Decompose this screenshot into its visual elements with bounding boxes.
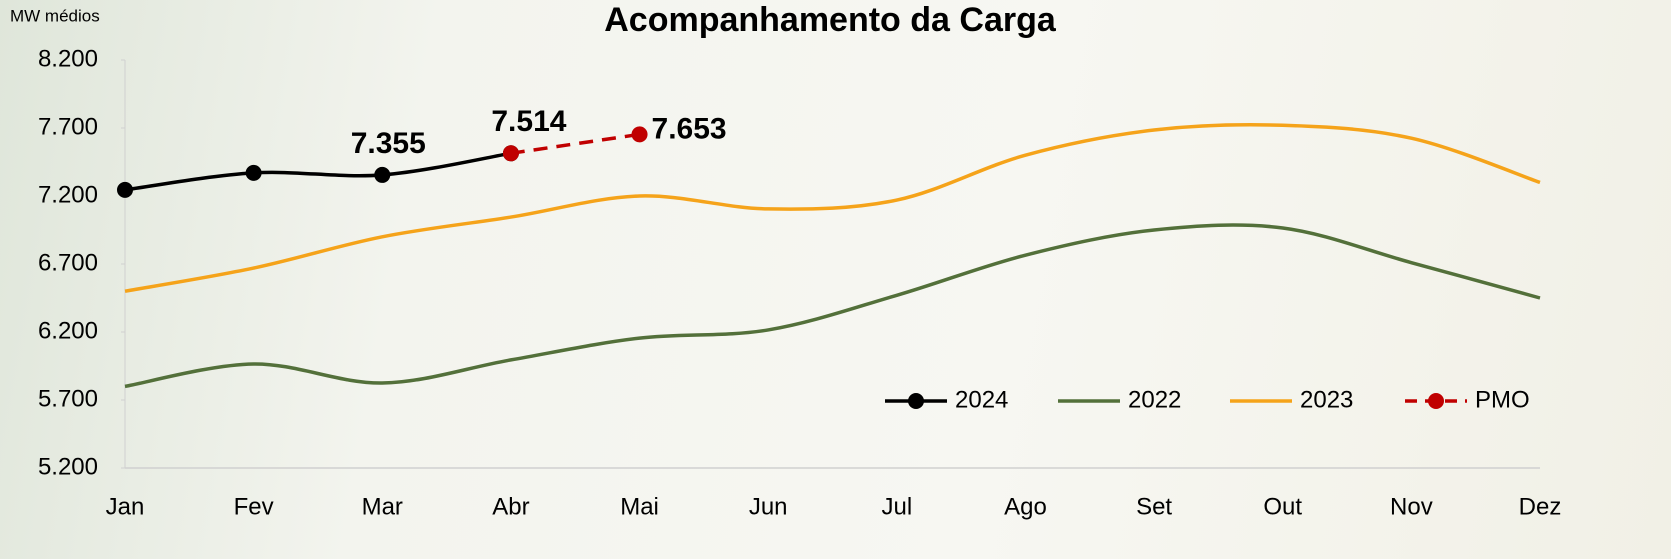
series-line [125,125,1540,291]
chart-title: Acompanhamento da Carga [604,1,1057,39]
y-axis-label: MW médios [10,6,100,25]
point [503,145,519,161]
series-line [125,153,511,190]
legend-label: 2022 [1128,386,1181,413]
y-tick-label: 8.200 [38,45,98,72]
y-tick-label: 6.700 [38,249,98,276]
x-tick-label: Set [1136,493,1172,520]
x-tick-label: Abr [492,493,529,520]
x-tick-label: Dez [1519,493,1562,520]
x-tick-label: Jul [881,493,912,520]
y-tick-label: 6.200 [38,317,98,344]
legend-label: PMO [1475,386,1530,413]
x-tick-label: Mai [620,493,659,520]
point [246,165,262,181]
point [374,167,390,183]
x-tick-label: Jun [749,493,788,520]
x-tick-label: Ago [1004,493,1047,520]
data-label: 7.653 [652,112,727,145]
y-tick-label: 5.700 [38,385,98,412]
legend-marker [908,393,924,409]
x-tick-label: Fev [234,493,274,520]
data-label: 7.355 [351,127,426,160]
legend-label: 2024 [955,386,1008,413]
series-line [125,225,1540,386]
data-label: 7.514 [491,105,566,138]
point [632,126,648,142]
y-tick-label: 7.700 [38,113,98,140]
x-tick-label: Out [1263,493,1302,520]
chart: Acompanhamento da Carga MW médios 5.200 5… [0,0,1671,559]
legend-label: 2023 [1300,386,1353,413]
x-tick-label: Jan [106,493,145,520]
y-tick-label: 7.200 [38,181,98,208]
x-tick-label: Nov [1390,493,1433,520]
point [117,182,133,198]
x-tick-label: Mar [362,493,403,520]
y-tick-label: 5.200 [38,453,98,480]
legend-marker [1428,393,1444,409]
